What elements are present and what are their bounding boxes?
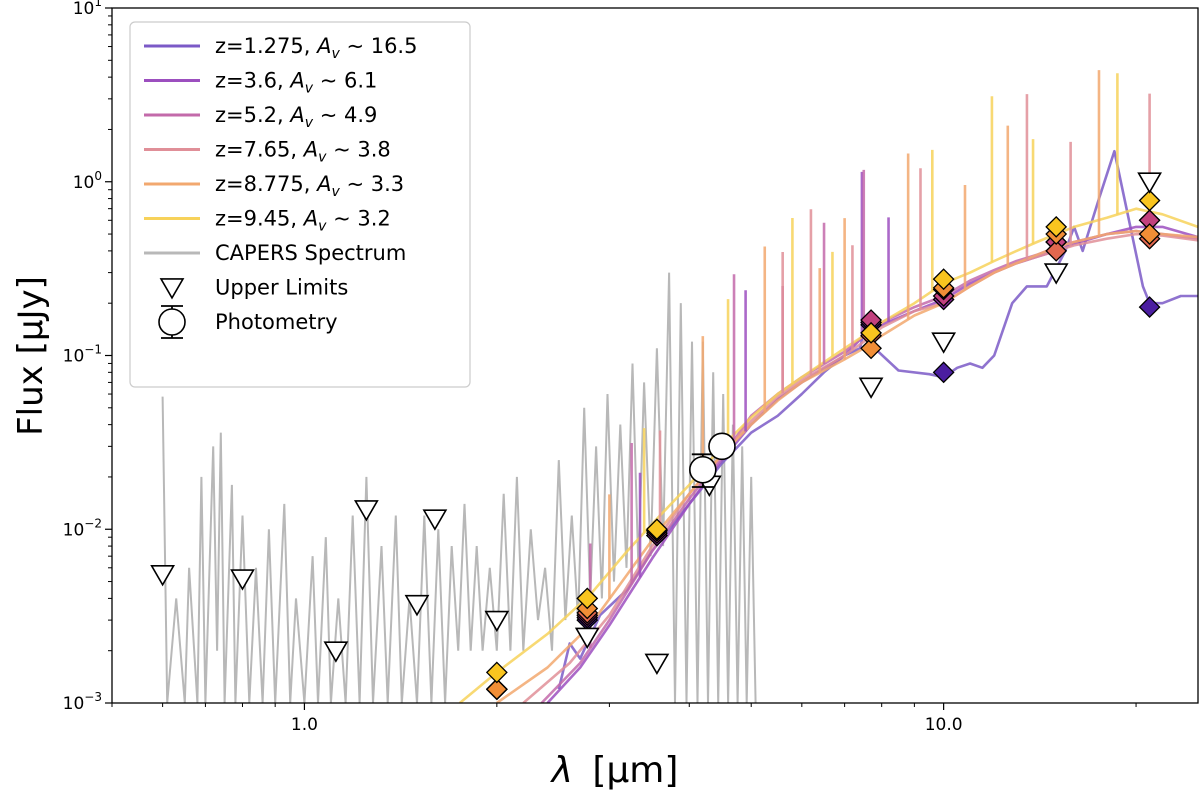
legend-label-2: z=3.6, Av ∼ 6.1 <box>215 69 377 97</box>
legend-av-symbol: A <box>315 34 331 58</box>
x-axis-label: λ [μm] <box>550 750 679 791</box>
legend-box <box>129 21 471 388</box>
model-photometry-diamond <box>1138 189 1161 212</box>
y-tick-exponent: 1 <box>94 0 102 9</box>
upper-limit-marker <box>1043 263 1069 285</box>
y-tick-base: 10 <box>73 0 95 19</box>
upper-limit-marker <box>644 653 670 676</box>
y-tick-base: 10 <box>63 520 85 540</box>
model-photometry-diamond <box>485 661 508 684</box>
model-photometry-diamond <box>932 268 955 291</box>
legend-av-symbol: A <box>302 207 318 231</box>
upper-limit-marker <box>931 332 957 354</box>
upper-limit-marker <box>150 565 176 587</box>
photometry-marker <box>708 432 736 461</box>
legend-av-symbol: A <box>288 103 304 127</box>
legend-av-subscript: v <box>318 219 327 235</box>
y-tick-exponent: −2 <box>84 516 102 530</box>
legend-redshift: z=7.65, <box>215 138 304 162</box>
model-photometry-diamond <box>485 678 508 701</box>
y-tick-base: 10 <box>63 347 85 367</box>
legend-label-3: z=5.2, Av ∼ 4.9 <box>215 103 377 131</box>
model-photometry-diamond <box>932 361 955 384</box>
upper-limit-marker <box>1137 172 1162 194</box>
upper-limit-marker <box>230 569 255 591</box>
model-photometry-diamond <box>1138 296 1161 318</box>
legend-redshift: z=5.2, <box>215 103 290 127</box>
y-tick-base: 10 <box>73 173 95 193</box>
plot-area <box>150 70 1198 703</box>
model-photometry-diamond <box>645 518 668 541</box>
y-tick-exponent: −1 <box>84 343 102 357</box>
legend: z=1.275, Av ∼ 16.5 z=3.6, Av ∼ 6.1 z=5.2, … <box>129 21 471 388</box>
legend-redshift: z=1.275, <box>215 34 317 58</box>
upper-limit-marker <box>484 610 510 633</box>
y-tick-label: 100 <box>73 169 102 193</box>
y-tick-label: 10−1 <box>63 343 102 367</box>
legend-label-photometry: Photometry <box>215 310 338 334</box>
legend-av-value: ∼ 3.3 <box>340 172 404 196</box>
y-axis-label: Flux [μJy] <box>11 276 51 436</box>
upper-limit-layer <box>150 172 1162 676</box>
model-layer <box>458 149 1198 703</box>
legend-upper-limit-marker <box>159 278 185 300</box>
legend-photometry-marker <box>158 308 186 336</box>
legend-av-subscript: v <box>331 46 340 62</box>
legend-av-subscript: v <box>305 81 314 97</box>
model-photometry-diamond <box>1045 215 1068 238</box>
model-line-6 <box>458 207 1198 703</box>
legend-av-value: ∼ 3.8 <box>326 138 390 162</box>
spectrum-line <box>161 272 757 703</box>
x-tick-label: 1.0 <box>291 715 318 735</box>
y-tick-base: 10 <box>63 694 85 714</box>
model-line-3 <box>540 229 1198 703</box>
y-tick-label: 10−2 <box>63 516 102 540</box>
legend-av-subscript: v <box>331 184 340 200</box>
legend-av-value: ∼ 6.1 <box>313 69 377 93</box>
legend-label-1: z=1.275, Av ∼ 16.5 <box>215 34 417 62</box>
model-photometry-diamond <box>1045 239 1068 262</box>
emission-line-layer <box>588 70 1151 649</box>
legend-label-5: z=8.775, Av ∼ 3.3 <box>215 172 404 200</box>
legend-redshift: z=3.6, <box>215 69 290 93</box>
model-photometry-diamond <box>860 337 882 360</box>
legend-label-4: z=7.65, Av ∼ 3.8 <box>215 138 391 166</box>
photometry-layer <box>689 432 736 488</box>
model-photometry-diamond <box>860 321 882 344</box>
y-tick-label: 10−3 <box>63 690 102 714</box>
upper-limit-marker <box>404 594 430 617</box>
legend-av-symbol: A <box>288 69 304 93</box>
y-tick-exponent: 0 <box>94 169 102 183</box>
legend-av-symbol: A <box>302 138 318 162</box>
legend-av-subscript: v <box>305 115 314 131</box>
legend-av-value: ∼ 3.2 <box>326 207 390 231</box>
legend-label-6: z=9.45, Av ∼ 3.2 <box>215 207 391 235</box>
y-tick-exponent: −3 <box>84 690 102 704</box>
legend-redshift: z=9.45, <box>215 207 304 231</box>
model-photometry-layer <box>485 189 1161 701</box>
model-photometry-diamond <box>576 587 599 610</box>
legend-av-symbol: A <box>315 172 331 196</box>
upper-limit-marker <box>353 500 379 522</box>
upper-limit-marker <box>574 627 600 649</box>
photometry-marker <box>689 455 717 484</box>
legend-label-upper-limits: Upper Limits <box>215 276 348 300</box>
x-axis-label-symbol: λ <box>550 750 573 791</box>
y-tick-label: 101 <box>73 0 102 19</box>
upper-limit-marker <box>323 641 349 663</box>
x-axis-label-unit: [μm] <box>592 750 678 791</box>
legend-av-value: ∼ 4.9 <box>313 103 377 127</box>
legend-av-value: ∼ 16.5 <box>340 34 418 58</box>
legend-av-subscript: v <box>318 150 327 166</box>
upper-limit-marker <box>858 377 884 399</box>
legend-redshift: z=8.775, <box>215 172 317 196</box>
legend-label-spectrum: CAPERS Spectrum <box>215 241 406 265</box>
upper-limit-marker <box>422 509 448 531</box>
model-photometry-diamond <box>1138 223 1161 245</box>
spectrum-layer <box>161 272 757 703</box>
x-tick-label: 10.0 <box>925 715 963 735</box>
